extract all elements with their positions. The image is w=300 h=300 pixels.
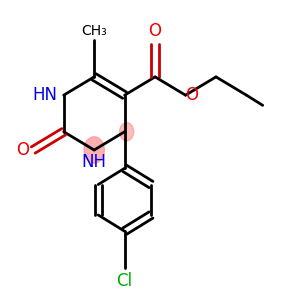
Text: Cl: Cl bbox=[117, 272, 133, 290]
Text: HN: HN bbox=[33, 86, 58, 104]
Text: O: O bbox=[185, 86, 198, 104]
Text: NH: NH bbox=[82, 153, 107, 171]
Ellipse shape bbox=[119, 123, 134, 141]
Text: CH₃: CH₃ bbox=[81, 24, 107, 38]
Ellipse shape bbox=[84, 137, 104, 163]
Text: O: O bbox=[148, 22, 162, 40]
Text: O: O bbox=[16, 141, 29, 159]
